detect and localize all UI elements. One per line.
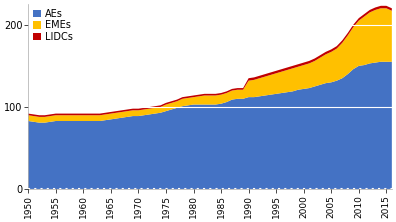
Legend: AEs, EMEs, LIDCs: AEs, EMEs, LIDCs [31,7,74,44]
